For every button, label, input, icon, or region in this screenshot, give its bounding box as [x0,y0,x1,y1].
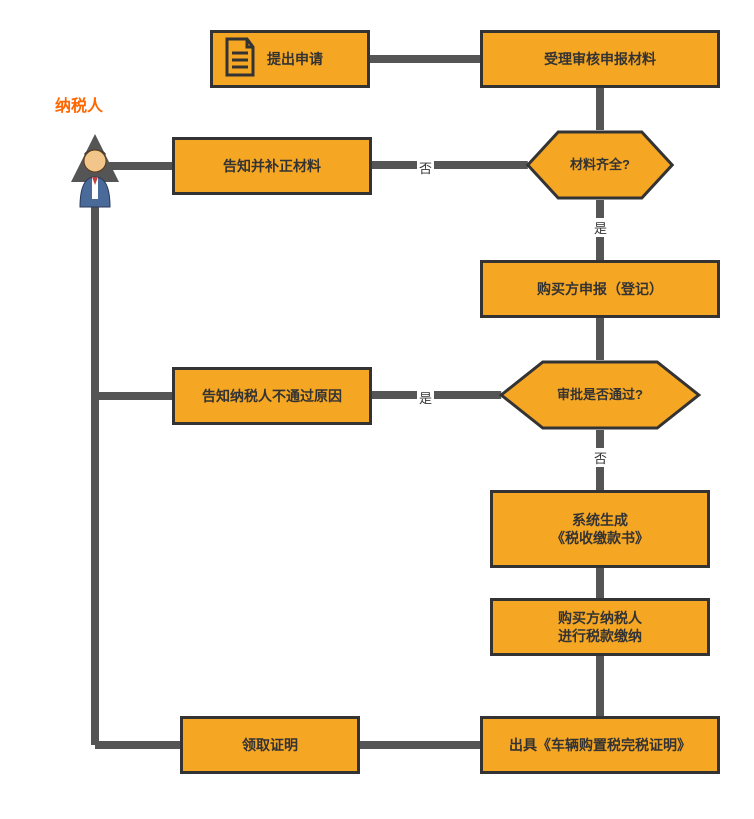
node-register: 购买方申报（登记） [480,260,720,318]
node-label: 告知纳税人不通过原因 [194,387,350,405]
person-icon [70,145,120,220]
node-label: 材料齐全? [505,130,695,200]
node-label: 领取证明 [234,736,306,754]
node-label: 系统生成 《税收缴款书》 [543,511,657,547]
node-label: 购买方申报（登记） [529,280,671,298]
node-cert: 出具《车辆购置税完税证明》 [480,716,720,774]
node-label: 受理审核申报材料 [536,50,664,68]
node-reject: 告知纳税人不通过原因 [172,367,372,425]
node-correct: 告知并补正材料 [172,137,372,195]
node-label: 提出申请 [267,50,323,68]
node-label: 审批是否通过? [470,360,730,430]
node-label: 告知并补正材料 [215,157,329,175]
node-review: 受理审核申报材料 [480,30,720,88]
node-paytax: 购买方纳税人 进行税款缴纳 [490,598,710,656]
edge-label-edge_yes_2: 是 [417,388,434,407]
document-icon [223,37,257,81]
node-approve: 审批是否通过? [470,360,730,430]
node-complete: 材料齐全? [505,130,695,200]
node-label: 出具《车辆购置税完税证明》 [501,736,699,754]
edge-label-edge_no: 否 [417,158,434,177]
node-start: 提出申请 [210,30,370,88]
edge-label-edge_yes_1: 是 [592,218,609,237]
node-label: 购买方纳税人 进行税款缴纳 [550,609,650,645]
taxpayer-label: 纳税人 [55,92,103,116]
edge-label-edge_no_2: 否 [592,448,609,467]
node-taxform: 系统生成 《税收缴款书》 [490,490,710,568]
node-receive: 领取证明 [180,716,360,774]
